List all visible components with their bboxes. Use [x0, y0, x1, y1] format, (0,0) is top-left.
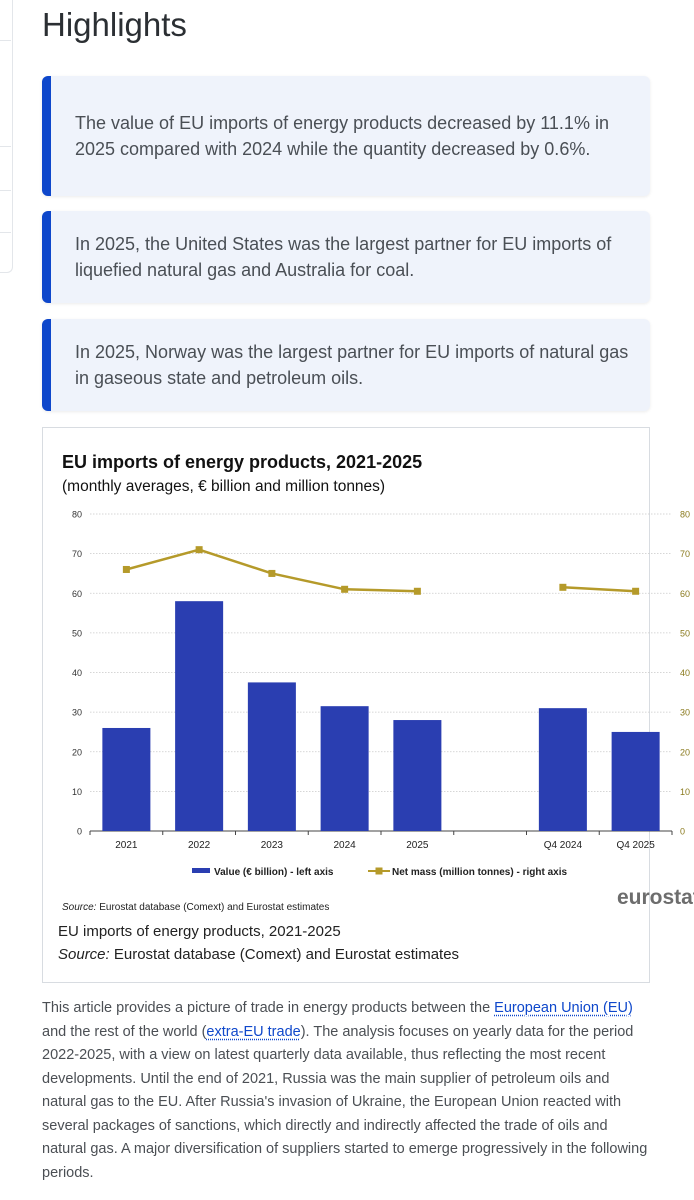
net-mass-point [122, 565, 130, 573]
net-mass-point [559, 583, 567, 591]
y-right-tick-label: 40 [680, 668, 690, 678]
y-right-tick-label: 60 [680, 589, 690, 599]
y-left-tick-label: 20 [72, 747, 82, 757]
y-left-tick-label: 10 [72, 787, 82, 797]
legend-swatch-value [192, 868, 210, 873]
y-right-tick-label: 0 [680, 827, 685, 837]
extra-eu-trade-link[interactable]: extra-EU trade [206, 1023, 301, 1040]
net-mass-point [413, 587, 421, 595]
y-left-tick-label: 80 [72, 510, 82, 520]
x-tick-label: Q4 2025 [616, 840, 655, 851]
y-right-tick-label: 30 [680, 708, 690, 718]
y-right-tick-label: 10 [680, 787, 690, 797]
article-intro: This article provides a picture of trade… [42, 997, 652, 1185]
y-left-tick-label: 40 [72, 668, 82, 678]
value-bar [393, 720, 442, 831]
highlight-text: The value of EU imports of energy produc… [75, 113, 609, 159]
figure-caption: EU imports of energy products, 2021-2025 [58, 923, 341, 940]
legend-label-value: Value (€ billion) - left axis [214, 867, 334, 878]
eurostat-logo: eurostat [617, 886, 694, 909]
net-mass-point [195, 546, 203, 554]
highlight-text: In 2025, Norway was the largest partner … [75, 342, 629, 388]
y-left-tick-label: 50 [72, 628, 82, 638]
value-bar [247, 682, 296, 831]
highlight-callout: The value of EU imports of energy produc… [42, 76, 650, 196]
value-bar [320, 706, 369, 831]
figure-source: Source: Eurostat database (Comext) and E… [58, 946, 459, 963]
value-bar [175, 601, 224, 831]
figure-frame [42, 427, 650, 983]
sidebar-edge [0, 0, 13, 273]
highlight-text: In 2025, the United States was the large… [75, 234, 612, 280]
figure-source-text: Eurostat database (Comext) and Eurostat … [113, 946, 460, 963]
net-mass-line [562, 586, 636, 593]
legend-swatch-net-mass-marker [375, 867, 383, 875]
article-text: and the rest of the world ( [42, 1023, 207, 1040]
european-union-link[interactable]: European Union (EU) [494, 1000, 633, 1016]
net-mass-point [268, 569, 276, 577]
x-tick-label: 2022 [188, 840, 211, 851]
y-left-tick-label: 60 [72, 589, 82, 599]
highlight-callout: In 2025, the United States was the large… [42, 211, 650, 303]
x-tick-label: 2021 [115, 840, 138, 851]
x-tick-label: 2024 [334, 840, 357, 851]
y-right-tick-label: 20 [680, 747, 690, 757]
y-left-tick-label: 70 [72, 549, 82, 559]
y-right-tick-label: 80 [680, 510, 690, 520]
y-left-tick-label: 30 [72, 708, 82, 718]
y-right-tick-label: 70 [680, 549, 690, 559]
energy-imports-chart: EU imports of energy products, 2021-2025… [62, 452, 694, 913]
x-tick-label: 2025 [406, 840, 429, 851]
chart-source: Source: Eurostat database (Comext) and E… [62, 902, 329, 913]
y-left-tick-label: 0 [77, 827, 82, 837]
value-bar [538, 708, 587, 831]
chart-subtitle: (monthly averages, € billion and million… [62, 478, 385, 495]
chart-title: EU imports of energy products, 2021-2025 [62, 452, 422, 472]
value-bar [611, 731, 660, 831]
article-text: This article provides a picture of trade… [42, 1000, 495, 1016]
value-bar [102, 727, 151, 831]
y-right-tick-label: 50 [680, 628, 690, 638]
article-text: ). The analysis focuses on yearly data f… [42, 1023, 648, 1181]
page-title: Highlights [42, 6, 187, 43]
x-tick-label: 2023 [261, 840, 284, 851]
net-mass-point [341, 585, 349, 593]
highlight-callout: In 2025, Norway was the largest partner … [42, 319, 650, 411]
figure-source-label: Source: [58, 946, 110, 963]
legend-label-net-mass: Net mass (million tonnes) - right axis [392, 867, 567, 878]
x-tick-label: Q4 2024 [544, 840, 583, 851]
net-mass-point [632, 587, 640, 595]
